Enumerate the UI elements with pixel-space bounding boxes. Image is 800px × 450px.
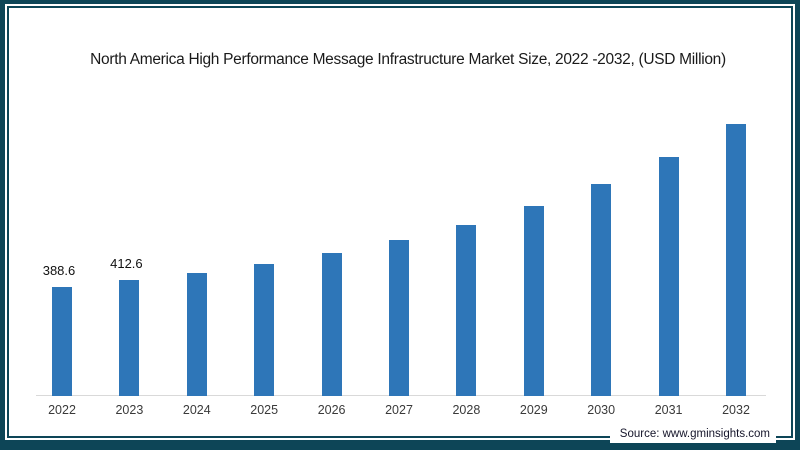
x-axis-label-2032: 2032	[722, 403, 750, 417]
bar-value-label-2022: 388.6	[42, 263, 76, 279]
bar-2025	[254, 263, 275, 396]
bar-2022	[52, 287, 72, 396]
bar-2029	[523, 206, 544, 396]
x-axis-label-2026: 2026	[317, 403, 346, 417]
x-axis-label-2025: 2025	[250, 403, 279, 417]
bar-2023	[119, 280, 140, 396]
x-axis-label-2028: 2028	[452, 403, 481, 417]
bar-2028	[456, 224, 477, 396]
bar-2031	[658, 157, 679, 396]
bar-2027	[389, 239, 409, 396]
bar-value-label-2023: 412.6	[110, 256, 143, 272]
x-axis-label-2029: 2029	[519, 403, 548, 417]
chart-title: North America High Performance Message I…	[90, 51, 726, 68]
bar-2032	[726, 123, 746, 396]
bar-2024	[186, 273, 207, 396]
bar-2026	[321, 253, 342, 396]
bar-2030	[591, 183, 612, 396]
x-axis-label-2024: 2024	[182, 403, 211, 417]
x-axis-label-2031: 2031	[654, 403, 683, 417]
x-axis-label-2023: 2023	[115, 403, 144, 417]
x-axis-label-2030: 2030	[587, 403, 616, 417]
x-axis-label-2027: 2027	[385, 403, 413, 417]
source-attribution: Source: www.gminsights.com	[609, 426, 776, 443]
x-axis-label-2022: 2022	[48, 403, 76, 417]
